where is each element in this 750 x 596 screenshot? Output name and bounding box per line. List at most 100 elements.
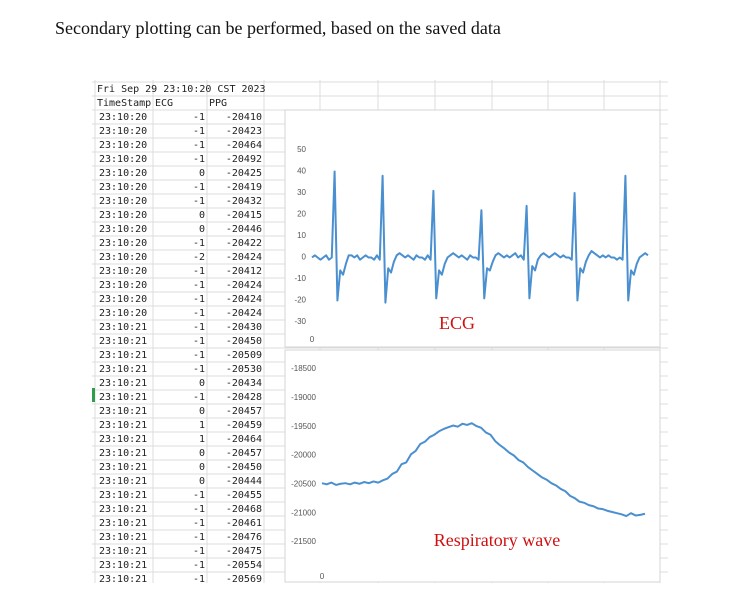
cell: 0 — [199, 168, 205, 179]
cell: -20509 — [226, 350, 262, 361]
y-tick-label: -10 — [294, 274, 306, 283]
cell: -20424 — [226, 252, 262, 263]
y-tick-label: 50 — [297, 145, 306, 154]
cell: -20419 — [226, 182, 262, 193]
chart-annotation: ECG — [439, 313, 475, 333]
sheet-header: Fri Sep 29 23:10:20 CST 2023 — [97, 84, 266, 95]
chart-area — [284, 109, 661, 348]
cell: 0 — [199, 378, 205, 389]
cell: -20432 — [226, 196, 262, 207]
cell: -20430 — [226, 322, 262, 333]
cell: 0 — [199, 448, 205, 459]
cell: -20450 — [226, 462, 262, 473]
cell: 23:10:20 — [99, 308, 147, 319]
selection-marker — [92, 388, 95, 402]
y-tick-label: -19000 — [291, 393, 316, 402]
cell: 23:10:20 — [99, 154, 147, 165]
cell: -1 — [193, 294, 205, 305]
cell: -1 — [193, 238, 205, 249]
cell: 0 — [199, 476, 205, 487]
cell: 23:10:20 — [99, 126, 147, 137]
x-tick-label: 0 — [320, 572, 325, 581]
cell: 23:10:20 — [99, 140, 147, 151]
cell: 23:10:21 — [99, 546, 147, 557]
cell: 23:10:20 — [99, 182, 147, 193]
cell: -1 — [193, 518, 205, 529]
cell: 23:10:21 — [99, 532, 147, 543]
cell: -20464 — [226, 434, 262, 445]
cell: -20457 — [226, 406, 262, 417]
cell: -20459 — [226, 420, 262, 431]
x-tick-label: 0 — [310, 335, 315, 344]
cell: 23:10:21 — [99, 574, 147, 585]
cell: 23:10:21 — [99, 420, 147, 431]
cell: -1 — [193, 154, 205, 165]
charts: 50 40 30 20 10 0 -10 -20 -30 0 ECG -18500 -19000 -195… — [284, 109, 661, 583]
cell: -20425 — [226, 168, 262, 179]
cell: -1 — [193, 560, 205, 571]
cell: -2 — [193, 252, 205, 263]
column-header: PPG — [209, 98, 227, 109]
data-line — [321, 422, 646, 518]
data-line — [311, 170, 649, 304]
y-tick-label: -20000 — [291, 451, 316, 460]
y-tick-label: -19500 — [291, 422, 316, 431]
cell: -1 — [193, 112, 205, 123]
cell: -1 — [193, 392, 205, 403]
cell: -20569 — [226, 574, 262, 585]
y-tick-label: 20 — [297, 210, 306, 219]
cell: -20424 — [226, 308, 262, 319]
cell: -20455 — [226, 490, 262, 501]
cell: -1 — [193, 504, 205, 515]
cell: 23:10:20 — [99, 210, 147, 221]
cell: -20434 — [226, 378, 262, 389]
y-tick-label: -20500 — [291, 479, 316, 488]
cell: 0 — [199, 224, 205, 235]
cell: -20457 — [226, 448, 262, 459]
cell: -20412 — [226, 266, 262, 277]
y-tick-label: 0 — [302, 253, 307, 262]
cell: 1 — [199, 420, 205, 431]
cell: 23:10:20 — [99, 294, 147, 305]
cell: 0 — [199, 406, 205, 417]
cell: 23:10:20 — [99, 238, 147, 249]
y-tick-label: 40 — [297, 167, 306, 176]
y-tick-label: -20 — [294, 296, 306, 305]
cell: -20444 — [226, 476, 262, 487]
cell: -20468 — [226, 504, 262, 515]
cell: 23:10:21 — [99, 462, 147, 473]
y-tick-label: -18500 — [291, 364, 316, 373]
cell: 23:10:20 — [99, 252, 147, 263]
cell: -20476 — [226, 532, 262, 543]
cell: 23:10:21 — [99, 518, 147, 529]
cell: 0 — [199, 462, 205, 473]
cell: -1 — [193, 490, 205, 501]
cell: 23:10:20 — [99, 224, 147, 235]
cell: 0 — [199, 210, 205, 221]
cell: -1 — [193, 364, 205, 375]
cell: -1 — [193, 126, 205, 137]
cell: -1 — [193, 140, 205, 151]
cell: -20424 — [226, 294, 262, 305]
cell: -20446 — [226, 224, 262, 235]
column-header: TimeStamp — [97, 98, 151, 109]
cell: -20530 — [226, 364, 262, 375]
cell: -1 — [193, 532, 205, 543]
cell: -20461 — [226, 518, 262, 529]
cell: 23:10:20 — [99, 112, 147, 123]
cell: 23:10:21 — [99, 504, 147, 515]
sheet-cells: Fri Sep 29 23:10:20 CST 2023 TimeStamp ECG… — [97, 84, 266, 585]
cell: 23:10:20 — [99, 266, 147, 277]
cell: -1 — [193, 574, 205, 585]
cell: 23:10:21 — [99, 560, 147, 571]
cell: 23:10:20 — [99, 196, 147, 207]
cell: 23:10:21 — [99, 364, 147, 375]
cell: -1 — [193, 266, 205, 277]
cell: 23:10:21 — [99, 490, 147, 501]
cell: 23:10:21 — [99, 378, 147, 389]
cell: -1 — [193, 280, 205, 291]
cell: -1 — [193, 350, 205, 361]
cell: -1 — [193, 322, 205, 333]
y-tick-label: -30 — [294, 317, 306, 326]
